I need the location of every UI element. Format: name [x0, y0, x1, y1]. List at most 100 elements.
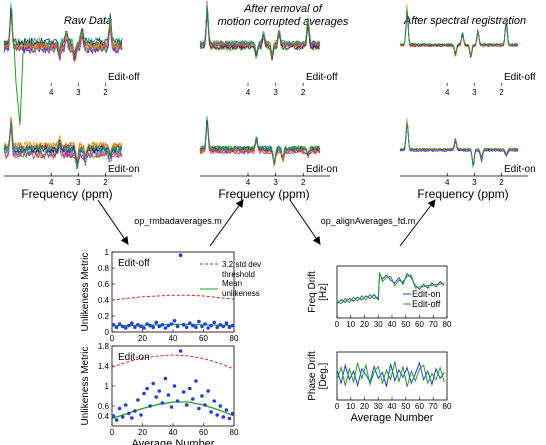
data-point [181, 390, 186, 394]
arrow-to-removal-spectra [209, 199, 244, 247]
spectrum-trace [399, 9, 519, 56]
data-point [130, 416, 134, 420]
label-edit-off: Edit-off [306, 72, 338, 83]
heading-removal-line2: motion corrupted averages [218, 16, 349, 28]
data-point [145, 386, 149, 391]
spectrum-trace [199, 121, 321, 166]
spectra-tick-label-top: 2 [301, 88, 306, 97]
legend-edit-on: Edit-on [412, 289, 441, 299]
data-point [197, 406, 201, 411]
y-axis-label: Unlikeness Metric [80, 253, 91, 332]
legend-threshold-line1: 3.2 std dev [222, 260, 261, 269]
spectrum-trace [199, 118, 321, 163]
spectra-tick-label-top: 3 [76, 88, 81, 97]
spectra-tick-label-top: 4 [445, 88, 450, 97]
freq-drift-plot: 0 10 20 30 40 50 60 70 80 Freq Drift [Hz] Edit-onEd… [307, 265, 452, 329]
data-point [114, 418, 119, 422]
data-point [114, 325, 119, 330]
arrow-to-registered-spectra [399, 199, 436, 247]
y-tick-label: 0.8 [98, 264, 110, 273]
data-point [117, 322, 122, 326]
data-point [166, 393, 171, 397]
spectrum-trace [399, 123, 519, 166]
data-point [206, 389, 210, 393]
x-tick-label: 10 [346, 402, 355, 411]
data-point [212, 320, 216, 325]
heading-removal-line1: After removal of [243, 3, 323, 15]
spectra-tick-label: 4 [49, 178, 54, 187]
legend-threshold-line2: threshold [222, 270, 255, 279]
x-tick-label: 70 [429, 320, 438, 329]
x-tick-label: 80 [443, 402, 452, 411]
spectra-tick-label-top: 4 [49, 88, 54, 97]
spectrum-trace [399, 8, 519, 57]
spectrum-trace [399, 124, 519, 164]
data-point [111, 414, 116, 418]
data-point [188, 386, 192, 391]
legend-mean-line1: Mean [222, 279, 242, 288]
y-tick-label: 0.6 [98, 402, 110, 411]
x-tick-label: 0 [110, 334, 115, 343]
spectrum-trace [3, 123, 123, 165]
series-line-edit-off [336, 272, 445, 305]
threshold-line [111, 354, 235, 370]
data-point [145, 322, 149, 326]
data-point [224, 408, 229, 412]
spectrum-trace [199, 121, 321, 165]
data-point [197, 319, 201, 324]
data-point [139, 413, 143, 417]
spectrum-trace [199, 119, 321, 163]
x-tick-label: 20 [360, 402, 369, 411]
data-point [178, 349, 183, 353]
step-alignaverages: op_alignAverages_fd.m [321, 216, 415, 226]
x-tick-label: 30 [374, 402, 383, 411]
legend-edit-off: Edit-off [412, 299, 441, 309]
spectrum-trace [199, 4, 321, 56]
spectra-tick-label-top: 2 [103, 88, 108, 97]
spectrum-trace [399, 123, 519, 163]
data-point [166, 323, 171, 328]
spectra-tick-label: 2 [499, 178, 504, 187]
x-tick-label: 20 [360, 320, 369, 329]
unlikeness-legend: 3.2 std dev threshold Mean unlikeness [200, 260, 261, 298]
x-tick-label: 60 [415, 402, 424, 411]
data-point [148, 404, 152, 408]
spectrum-trace [3, 8, 123, 54]
spectrum-trace [199, 116, 321, 164]
data-point [172, 319, 177, 323]
spectrum-trace [3, 124, 123, 166]
metric-plots: 00.20.40.60.810 20 40 60 80Edit-offUnlikenes… [80, 248, 452, 445]
data-point [160, 401, 165, 405]
spectrum-trace [399, 118, 519, 168]
data-point [215, 325, 219, 330]
data-point [133, 325, 137, 330]
x-tick-label: 50 [401, 402, 410, 411]
x-tick-label: 10 [346, 320, 355, 329]
data-point [117, 406, 122, 411]
spectrum-trace [399, 3, 519, 57]
y-tick-label: 0.6 [98, 280, 110, 289]
panel-label: Edit-on [118, 352, 150, 363]
x-tick-label: 40 [169, 428, 178, 437]
data-point [209, 410, 213, 414]
data-point [157, 324, 162, 329]
data-point [154, 395, 158, 399]
data-point [181, 323, 186, 327]
y-axis-label-line1: Freq Drift [307, 271, 318, 313]
data-point [136, 398, 140, 402]
spectrum-trace [199, 122, 321, 163]
data-point [194, 325, 198, 330]
spectra-xlabel: Frequency (ppm) [417, 187, 508, 201]
mean-line [111, 401, 235, 420]
y-tick-label: 1 [105, 382, 110, 391]
y-axis-label: Unlikeness Metric [80, 347, 91, 426]
x-tick-label: 50 [401, 320, 410, 329]
spectra-xlabel: Frequency (ppm) [21, 187, 112, 201]
data-point [194, 379, 198, 383]
spectra-tick-label: 3 [273, 178, 278, 187]
unlikeness-plot-edit-off: 0 0.2 0.4 0.6 0.8 1 0 20 40 60 80 Edit-off Unlikenes… [80, 248, 239, 343]
y-tick-label: 1.4 [98, 362, 110, 371]
x-tick-label: 80 [443, 320, 452, 329]
